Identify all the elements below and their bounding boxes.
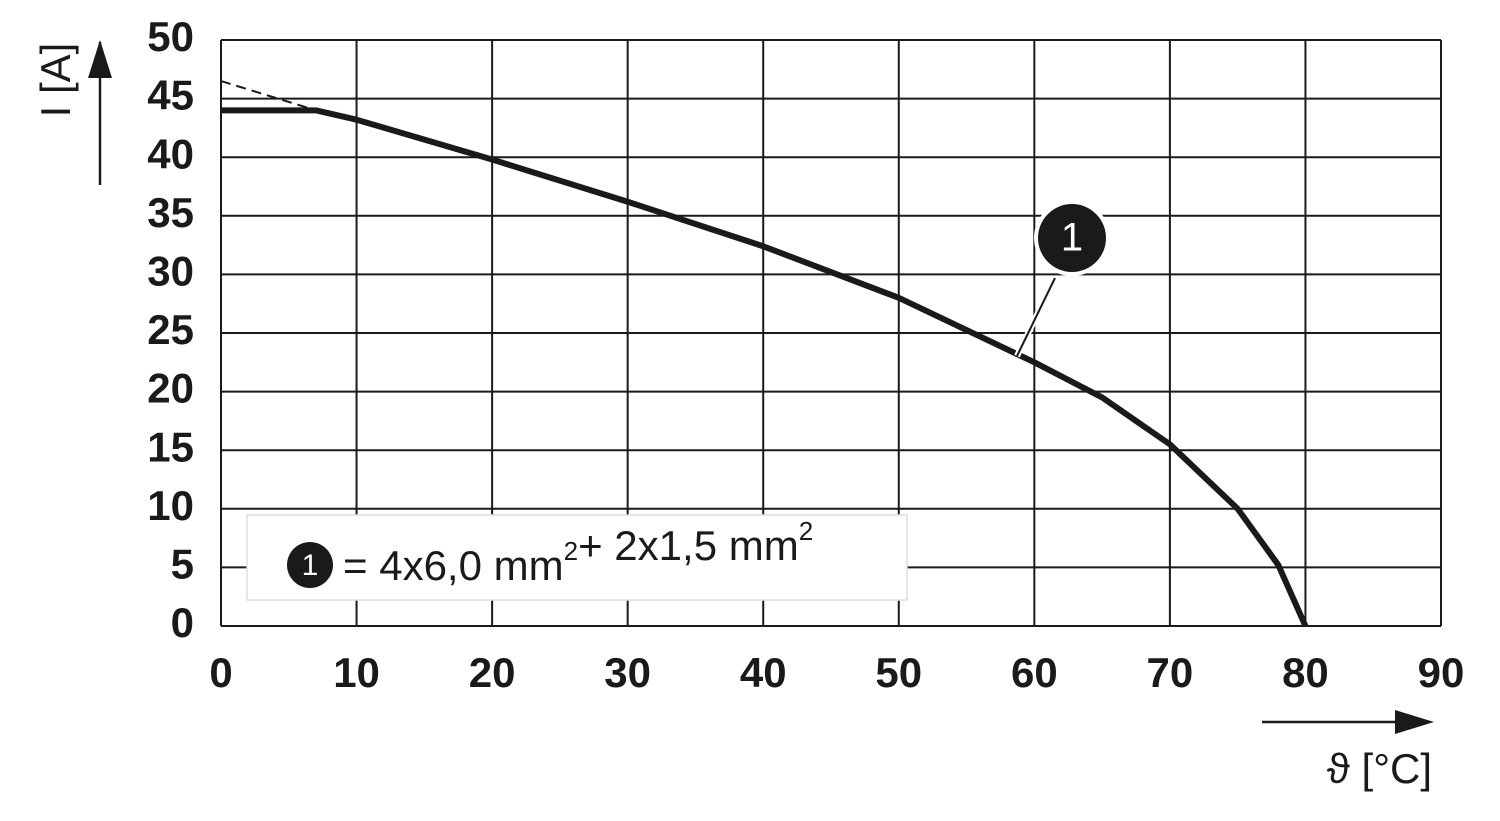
x-tick-label: 60: [1011, 649, 1058, 696]
x-tick-label: 0: [209, 649, 232, 696]
legend-box: [246, 514, 908, 601]
extrapolation-line: [220, 80, 317, 112]
x-tick-label: 90: [1418, 649, 1465, 696]
y-tick-label: 45: [147, 72, 194, 119]
x-tick-label: 50: [875, 649, 922, 696]
x-tick-label: 10: [333, 649, 380, 696]
x-tick-label: 40: [740, 649, 787, 696]
y-tick-label: 50: [147, 13, 194, 60]
y-axis-label: I [A]: [32, 43, 79, 118]
y-tick-label: 0: [171, 599, 194, 646]
y-tick-label: 5: [171, 540, 194, 587]
x-tick-label: 70: [1147, 649, 1194, 696]
y-tick-label: 30: [147, 247, 194, 294]
x-tick-label: 20: [469, 649, 516, 696]
y-tick-label: 20: [147, 365, 194, 412]
legend-marker: [287, 542, 333, 588]
callout-marker: [1038, 204, 1106, 272]
y-tick-label: 15: [147, 423, 194, 470]
x-tick-label: 30: [604, 649, 651, 696]
y-tick-label: 10: [147, 482, 194, 529]
callout-label: 1: [1061, 216, 1083, 260]
callout-line: [1016, 277, 1056, 357]
y-arrow-head: [88, 40, 112, 78]
curve: [221, 107, 1309, 628]
lines: [220, 80, 1309, 628]
legend-marker-label: 1: [302, 549, 319, 582]
x-arrow-head: [1395, 710, 1434, 734]
legend-text: = 4x6,0 mm2+ 2x1,5 mm2: [343, 516, 813, 589]
y-tick-label: 40: [147, 130, 194, 177]
y-tick-label: 35: [147, 189, 194, 236]
y-tick-label: 25: [147, 306, 194, 353]
x-axis-label: ϑ [°C]: [1327, 745, 1432, 792]
x-tick-label: 80: [1282, 649, 1329, 696]
